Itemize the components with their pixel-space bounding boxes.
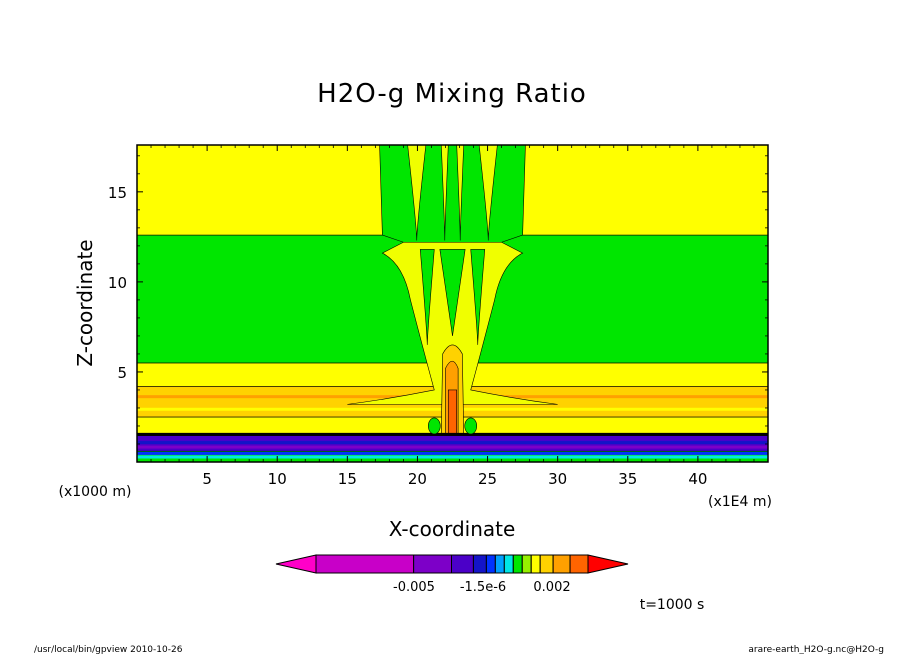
colorbar-segment — [494, 554, 505, 574]
x-tick-label: 40 — [688, 470, 707, 488]
x-tick-label: 20 — [408, 470, 427, 488]
colorbar-segment — [485, 554, 496, 574]
colorbar-segment — [530, 554, 541, 574]
contour-stripe — [137, 445, 768, 449]
colorbar-tick-label: -1.5e-6 — [460, 580, 506, 595]
plume-streak — [456, 144, 465, 241]
contour-stripe — [137, 441, 768, 445]
contour-stripe — [137, 455, 768, 459]
colorbar-segment — [413, 554, 453, 574]
contour-stripe — [137, 451, 768, 455]
y-axis-label: Z-coordinate — [73, 239, 97, 366]
plume-green-tube — [470, 249, 486, 345]
colorbar-segment — [521, 554, 532, 574]
x-tick-label: 25 — [478, 470, 497, 488]
x-tick-label: 10 — [268, 470, 287, 488]
colorbar-tick-label: -0.005 — [393, 580, 435, 595]
x-tick-label: 15 — [338, 470, 357, 488]
footer-right: arare-earth_H2O-g.nc@H2O-g — [748, 645, 884, 654]
colorbar-segment — [472, 554, 487, 574]
plume-green-tube — [419, 249, 435, 345]
colorbar-segment — [503, 554, 514, 574]
chart-title: H2O-g Mixing Ratio — [317, 79, 587, 109]
plot-area — [136, 144, 769, 463]
colorbar-segment — [569, 554, 589, 574]
plume-green-blob — [427, 417, 441, 435]
colorbar-segment — [552, 554, 571, 574]
colorbar-segment — [512, 554, 523, 574]
x-tick-label: 5 — [202, 470, 212, 488]
colorbar-segment — [315, 554, 415, 574]
footer-left: /usr/local/bin/gpview 2010-10-26 — [34, 645, 183, 654]
contour-stripe — [137, 432, 768, 436]
colorbar-segment — [539, 554, 554, 574]
plume-upper-green — [379, 144, 526, 243]
colorbar — [275, 554, 629, 574]
plot-frame — [136, 144, 769, 463]
colorbar-extend-right — [587, 554, 629, 574]
x-tick-label: 35 — [618, 470, 637, 488]
plume-streak — [440, 144, 449, 241]
contour-stripe — [137, 436, 768, 440]
plume-red-core — [447, 389, 458, 434]
y-tick-label: 10 — [108, 274, 127, 292]
y-unit-label: (x1000 m) — [59, 484, 132, 500]
plume-streak — [478, 144, 498, 241]
time-label: t=1000 s — [640, 597, 705, 613]
x-axis-label: X-coordinate — [389, 517, 516, 541]
plume-streak — [407, 144, 427, 241]
y-tick-label: 15 — [108, 184, 127, 202]
colorbar-segment — [451, 554, 474, 574]
x-unit-label: (x1E4 m) — [708, 494, 772, 510]
plume-green-blob — [464, 417, 478, 435]
colorbar-tick-label: 0.002 — [533, 580, 570, 595]
x-tick-label: 30 — [548, 470, 567, 488]
colorbar-extend-left — [275, 554, 317, 574]
y-tick-label: 5 — [117, 364, 127, 382]
plume-green-tube — [439, 249, 466, 336]
